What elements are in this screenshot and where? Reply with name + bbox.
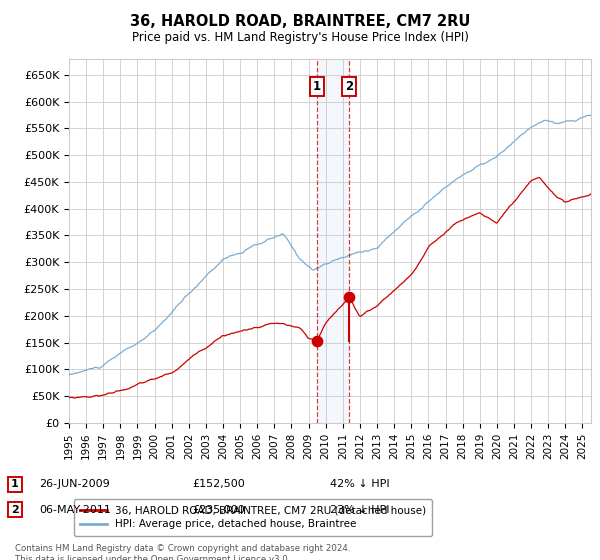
Text: £152,500: £152,500	[192, 479, 245, 489]
Text: 2: 2	[345, 80, 353, 93]
Legend: 36, HAROLD ROAD, BRAINTREE, CM7 2RU (detached house), HPI: Average price, detach: 36, HAROLD ROAD, BRAINTREE, CM7 2RU (det…	[74, 499, 432, 536]
Text: Price paid vs. HM Land Registry's House Price Index (HPI): Price paid vs. HM Land Registry's House …	[131, 31, 469, 44]
Text: Contains HM Land Registry data © Crown copyright and database right 2024.
This d: Contains HM Land Registry data © Crown c…	[15, 544, 350, 560]
Text: 42% ↓ HPI: 42% ↓ HPI	[330, 479, 389, 489]
Bar	[317, 59, 349, 423]
Text: 1: 1	[313, 80, 321, 93]
Text: 1: 1	[11, 479, 19, 489]
Text: £235,000: £235,000	[192, 505, 245, 515]
Text: 2: 2	[11, 505, 19, 515]
Point	[312, 337, 322, 346]
Point	[344, 292, 353, 301]
Text: 23% ↓ HPI: 23% ↓ HPI	[330, 505, 389, 515]
Text: 06-MAY-2011: 06-MAY-2011	[39, 505, 111, 515]
Text: 36, HAROLD ROAD, BRAINTREE, CM7 2RU: 36, HAROLD ROAD, BRAINTREE, CM7 2RU	[130, 14, 470, 29]
Text: 26-JUN-2009: 26-JUN-2009	[39, 479, 110, 489]
